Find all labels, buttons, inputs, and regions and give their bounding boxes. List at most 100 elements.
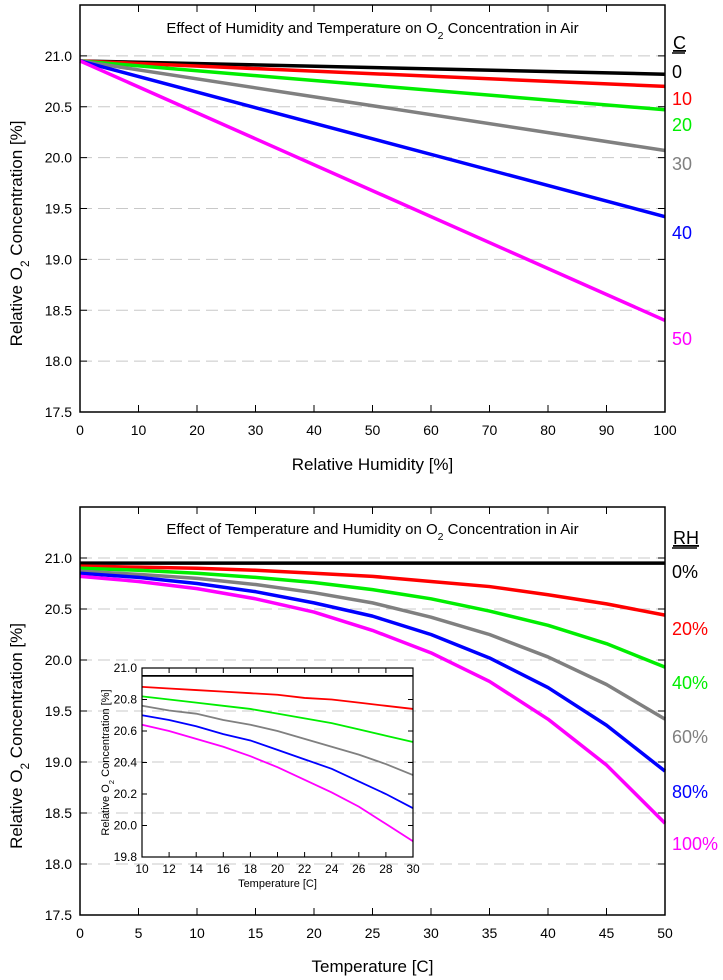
inset-y-axis-label-subscript: 2	[107, 780, 116, 784]
inset-frame	[141, 667, 414, 858]
y-tick-label: 17.5	[45, 907, 72, 923]
inset-y-tick-label: 20.2	[114, 787, 138, 801]
chart-title: Effect of Temperature and Humidity on O2…	[166, 521, 578, 543]
inset-x-tick-label: 16	[217, 862, 231, 876]
inset-y-axis-label: Relative O2 Concentration [%]	[100, 689, 116, 835]
y-tick-label: 19.5	[45, 703, 72, 719]
inset-x-tick-label: 12	[162, 862, 176, 876]
x-tick-label: 0	[76, 925, 84, 941]
x-tick-label: 40	[540, 925, 556, 941]
chart-title-part: Concentration in Air	[444, 521, 579, 538]
y-tick-label: 20.0	[45, 652, 72, 668]
legend-label: 50	[672, 329, 692, 349]
series-line-40	[79, 59, 666, 219]
x-tick-label: 80	[540, 422, 556, 438]
x-tick-label: 100	[653, 422, 677, 438]
y-axis-label-part: Concentration [%]	[7, 623, 26, 763]
y-axis-label-part: Concentration [%]	[7, 121, 26, 261]
y-axis-label: Relative O2 Concentration [%]	[7, 121, 32, 347]
legend-label: 60%	[672, 727, 708, 747]
y-axis-label-part: Relative O	[7, 267, 26, 346]
x-tick-label: 45	[599, 925, 615, 941]
x-tick-label: 25	[365, 925, 381, 941]
y-axis-label-subscript: 2	[18, 763, 32, 770]
series-line-20%	[79, 564, 666, 617]
x-tick-label: 30	[423, 925, 439, 941]
inset-x-axis-label: Temperature [C]	[238, 878, 317, 890]
inset-series-line	[141, 714, 414, 809]
x-tick-label: 35	[482, 925, 498, 941]
y-axis-label: Relative O2 Concentration [%]	[7, 623, 32, 849]
inset-series-line	[141, 704, 414, 776]
chart-title-subscript: 2	[438, 30, 444, 42]
y-tick-label: 20.5	[45, 601, 72, 617]
x-tick-label: 60	[423, 422, 439, 438]
x-tick-label: 0	[76, 422, 84, 438]
x-tick-label: 40	[306, 422, 322, 438]
inset-y-tick-label: 20.8	[114, 693, 138, 707]
inset-x-tick-label: 10	[135, 862, 149, 876]
y-tick-label: 20.5	[45, 99, 72, 115]
series-line-0	[79, 59, 666, 76]
x-axis-label: Temperature [C]	[312, 957, 434, 976]
inset-series-line	[141, 723, 414, 843]
series-line-10	[79, 59, 666, 89]
x-tick-label: 50	[657, 925, 673, 941]
inset-y-axis-label-part: Concentration [%]	[100, 689, 112, 780]
y-tick-label: 19.0	[45, 754, 72, 770]
series-line-50	[79, 59, 666, 323]
inset-y-tick-label: 20.6	[114, 724, 138, 738]
inset-chart: 19.8 20.0 20.2 20.4 20.6 20.8 21.0 10 12 14 16 18 20…	[100, 661, 420, 890]
y-tick-label: 20.0	[45, 150, 72, 166]
legend-label: 20%	[672, 619, 708, 639]
chart-title-subscript: 2	[438, 531, 444, 543]
y-tick-label: 18.5	[45, 302, 72, 318]
series-line-60%	[79, 569, 666, 721]
series-line-30	[79, 59, 666, 153]
x-tick-label: 50	[365, 422, 381, 438]
legend-label: 30	[672, 154, 692, 174]
series-line-80%	[79, 571, 667, 773]
y-tick-label: 18.0	[45, 353, 72, 369]
y-tick-label: 17.5	[45, 404, 72, 420]
inset-y-tick-label: 20.0	[114, 819, 138, 833]
series-line-40%	[79, 566, 666, 669]
legend-label: 0	[672, 62, 682, 82]
x-tick-label: 20	[189, 422, 205, 438]
x-tick-label: 70	[482, 422, 498, 438]
x-tick-label: 90	[599, 422, 615, 438]
legend-title: C	[673, 33, 686, 53]
x-tick-label: 30	[248, 422, 264, 438]
chart-1: 17.518.018.519.019.520.020.521.00 10 20 30 4…	[7, 4, 692, 474]
legend-title: RH	[673, 528, 699, 548]
inset-x-tick-label: 24	[325, 862, 339, 876]
series-line-100%	[79, 574, 667, 825]
inset-y-axis-label-part: Relative O	[100, 784, 112, 836]
x-axis-label: Relative Humidity [%]	[292, 455, 454, 474]
y-tick-label: 19.0	[45, 251, 72, 267]
x-tick-label: 15	[248, 925, 264, 941]
legend-label: 10	[672, 89, 692, 109]
y-tick-label: 21.0	[45, 550, 72, 566]
x-tick-label: 10	[189, 925, 205, 941]
y-tick-label: 19.5	[45, 201, 72, 217]
chart-title-part: Effect of Temperature and Humidity on O	[166, 521, 437, 538]
legend-label: 80%	[672, 782, 708, 802]
x-tick-label: 10	[131, 422, 147, 438]
legend-label: 40	[672, 223, 692, 243]
plot-frame	[79, 506, 666, 916]
chart-2: 17.5 18.0 18.5 19.0 19.5 20.0 20.5 21.0 0 5 10 15 20…	[7, 506, 718, 976]
inset-x-tick-label: 30	[406, 862, 420, 876]
x-tick-label: 5	[135, 925, 143, 941]
y-tick-label: 21.0	[45, 48, 72, 64]
inset-series-line	[141, 686, 414, 710]
inset-x-tick-label: 22	[298, 862, 312, 876]
inset-x-tick-label: 26	[352, 862, 366, 876]
y-tick-label: 18.0	[45, 856, 72, 872]
plot-frame	[79, 4, 666, 413]
inset-x-tick-label: 18	[244, 862, 258, 876]
inset-x-tick-label: 20	[271, 862, 285, 876]
y-tick-label: 18.5	[45, 805, 72, 821]
series-line-20	[79, 59, 666, 112]
